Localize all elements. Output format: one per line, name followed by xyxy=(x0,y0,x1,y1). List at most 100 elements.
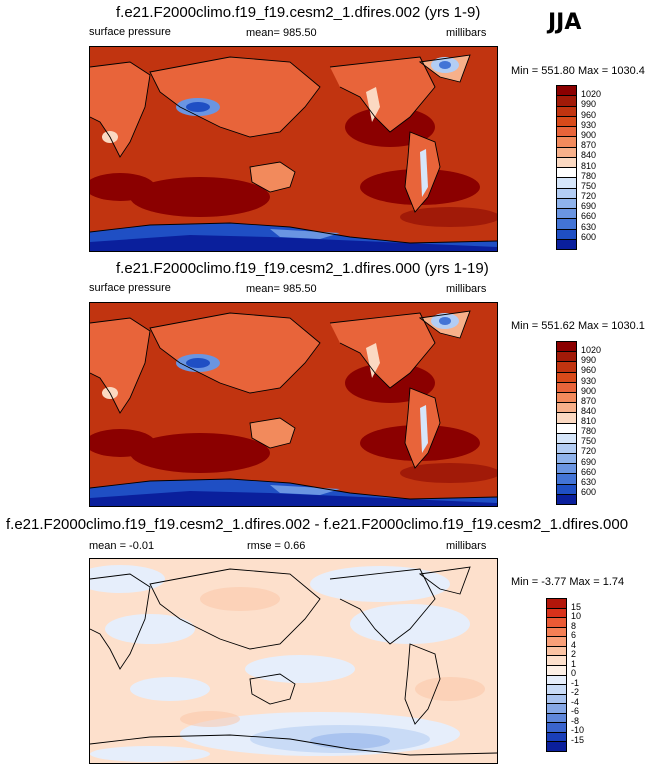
panel3-title: f.e21.F2000climo.f19_f19.cesm2_1.dfires.… xyxy=(6,516,629,533)
panel3-map-svg xyxy=(90,559,497,763)
colorbar-swatch xyxy=(557,372,576,383)
colorbar-swatch xyxy=(557,342,576,353)
colorbar-tick-label: 1020 xyxy=(581,345,602,356)
colorbar-swatch xyxy=(557,219,576,230)
colorbar-swatch xyxy=(557,209,576,220)
colorbar-tick-label: 600 xyxy=(581,486,597,497)
colorbar-tick-label: 780 xyxy=(581,426,597,437)
colorbar-swatch xyxy=(547,646,566,657)
colorbar-swatch xyxy=(557,86,576,97)
colorbar-tick-label: 15 xyxy=(571,601,582,612)
panel2-colorbar-cells xyxy=(557,342,576,504)
colorbar-swatch xyxy=(557,403,576,414)
colorbar-tick-label: 990 xyxy=(581,99,597,110)
colorbar-swatch xyxy=(547,704,566,714)
colorbar-tick-label: 750 xyxy=(581,436,597,447)
colorbar-tick-label: 870 xyxy=(581,395,597,406)
panel2-title: f.e21.F2000climo.f19_f19.cesm2_1.dfires.… xyxy=(116,260,489,277)
colorbar-swatch xyxy=(547,637,566,647)
colorbar-swatch xyxy=(557,484,576,495)
colorbar-tick-label: 720 xyxy=(581,191,597,202)
colorbar-tick-label: 780 xyxy=(581,170,597,181)
panel2-map-svg xyxy=(90,303,497,506)
colorbar-tick-label: 8 xyxy=(571,620,577,631)
colorbar-tick-label: 630 xyxy=(581,476,597,487)
colorbar-swatch xyxy=(547,675,566,686)
colorbar-swatch xyxy=(557,96,576,107)
colorbar-tick-label: 930 xyxy=(581,119,597,130)
colorbar-swatch xyxy=(557,474,576,485)
colorbar-tick-label: 840 xyxy=(581,405,597,416)
colorbar-tick-label: -1 xyxy=(571,677,580,688)
colorbar-swatch xyxy=(557,464,576,475)
colorbar-tick-label: 810 xyxy=(581,416,597,426)
colorbar-swatch xyxy=(557,147,576,158)
panel3-mean-label: mean = -0.01 xyxy=(89,540,155,552)
panel1-units-label: millibars xyxy=(446,27,487,39)
panel3-colorbar-cells xyxy=(547,599,566,751)
panel1-colorbar-cells xyxy=(557,86,576,249)
colorbar-tick-label: 870 xyxy=(581,140,597,151)
colorbar-tick-label: 600 xyxy=(581,231,597,242)
colorbar-swatch xyxy=(557,352,576,363)
colorbar-tick-label: 1020 xyxy=(581,89,602,100)
colorbar-tick-label: 960 xyxy=(581,365,597,376)
colorbar-tick-label: 660 xyxy=(581,211,597,222)
colorbar-swatch xyxy=(557,229,576,240)
colorbar-tick-label: -8 xyxy=(571,715,580,726)
panel3-map xyxy=(89,558,498,764)
colorbar-tick-label: 690 xyxy=(581,201,597,212)
panel2-mean-label: mean= 985.50 xyxy=(246,283,317,295)
panel2-minmax: Min = 551.62 Max = 1030.13 xyxy=(511,320,645,332)
colorbar-tick-label: 2 xyxy=(571,649,577,659)
colorbar-tick-label: 840 xyxy=(581,150,597,161)
colorbar-swatch xyxy=(557,157,576,168)
panel1-variable-label: surface pressure xyxy=(89,26,171,38)
colorbar-swatch xyxy=(547,618,566,628)
colorbar-swatch xyxy=(547,694,566,705)
colorbar-swatch xyxy=(547,627,566,638)
colorbar-swatch xyxy=(557,137,576,148)
colorbar-swatch xyxy=(557,239,576,249)
colorbar-swatch xyxy=(547,732,566,743)
colorbar-tick-label: 750 xyxy=(581,180,597,191)
colorbar-swatch xyxy=(557,423,576,434)
colorbar-tick-label: -10 xyxy=(571,725,585,735)
colorbar-tick-label: 10 xyxy=(571,611,582,621)
panel3-colorbar xyxy=(546,598,567,752)
panel2-colorbar-labels: 1020 990 960 930 900 870 840 810 780 750 720 690 660… xyxy=(581,341,641,503)
colorbar-swatch xyxy=(557,362,576,373)
colorbar-tick-label: 1 xyxy=(571,658,577,669)
panel3-colorbar-labels: 15 10 8 6 4 2 1 0 -1 -2 -4 -6 -8 -10 -15 xyxy=(571,598,631,750)
colorbar-tick-label: 660 xyxy=(581,466,597,477)
panel2-map xyxy=(89,302,498,507)
colorbar-swatch xyxy=(557,178,576,189)
colorbar-tick-label: 960 xyxy=(581,109,597,120)
panel3-rmse-label: rmse = 0.66 xyxy=(247,540,306,552)
colorbar-swatch xyxy=(557,443,576,455)
colorbar-tick-label: -4 xyxy=(571,696,580,707)
colorbar-swatch xyxy=(547,665,566,676)
panel2-units-label: millibars xyxy=(446,283,487,295)
colorbar-swatch xyxy=(547,608,566,619)
colorbar-tick-label: 690 xyxy=(581,456,597,467)
colorbar-swatch xyxy=(547,656,566,666)
colorbar-tick-label: 4 xyxy=(571,639,577,650)
panel3-minmax: Min = -3.77 Max = 1.74 xyxy=(511,576,625,588)
colorbar-swatch xyxy=(547,685,566,695)
season-label: JJA xyxy=(548,10,582,35)
colorbar-tick-label: -6 xyxy=(571,706,580,716)
colorbar-tick-label: -2 xyxy=(571,687,580,697)
colorbar-swatch xyxy=(557,198,576,209)
colorbar-swatch xyxy=(557,116,576,127)
colorbar-swatch xyxy=(557,106,576,117)
colorbar-swatch xyxy=(557,454,576,465)
colorbar-tick-label: 900 xyxy=(581,129,597,140)
colorbar-swatch xyxy=(557,433,576,444)
colorbar-tick-label: 810 xyxy=(581,160,597,171)
panel1-minmax: Min = 551.80 Max = 1030.45 xyxy=(511,65,645,77)
colorbar-swatch xyxy=(547,713,566,724)
colorbar-swatch xyxy=(557,494,576,504)
panel1-colorbar xyxy=(556,85,577,250)
colorbar-swatch xyxy=(557,168,576,179)
